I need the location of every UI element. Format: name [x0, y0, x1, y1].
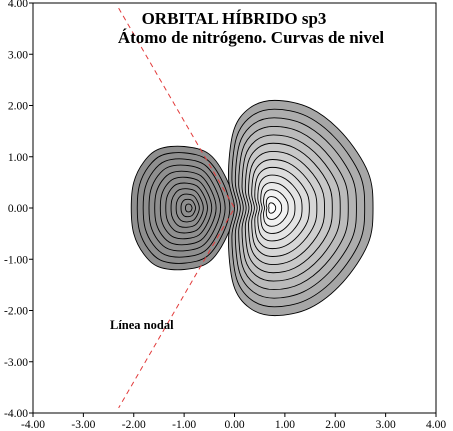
- x-tick-label: -3.00: [71, 419, 95, 431]
- contour-positive-level-14: [268, 202, 277, 214]
- x-tick-label: 2.00: [325, 419, 345, 431]
- lobe-positive: [227, 99, 374, 317]
- axes: -4.00 -3.00 -2.00 -1.00 0.00 1.00 2.00 3.00 4.00…: [4, 0, 446, 431]
- contour-lobes: [130, 99, 374, 317]
- y-tick-label: -3.00: [4, 357, 28, 369]
- x-tick-label: -2.00: [122, 419, 146, 431]
- x-tick-label: 0.00: [224, 419, 244, 431]
- chart-title-line-1: ORBITAL HÍBRIDO sp3: [142, 9, 327, 28]
- x-tick-label: -4.00: [21, 419, 45, 431]
- y-tick-label: 4.00: [8, 0, 28, 10]
- y-tick-label: 2.00: [8, 101, 28, 113]
- y-tick-label: 1.00: [8, 152, 28, 164]
- contour-negative-level-11: [185, 203, 193, 213]
- x-tick-label: 4.00: [426, 419, 446, 431]
- x-tick-label: 3.00: [376, 419, 396, 431]
- y-tick-label: -4.00: [4, 408, 28, 420]
- nodal-line-label: Línea nodal: [110, 318, 174, 332]
- x-tick-label: -1.00: [172, 419, 196, 431]
- y-tick-label: -2.00: [4, 306, 28, 318]
- y-tick-label: 0.00: [8, 203, 28, 215]
- y-tick-label: 3.00: [8, 49, 28, 61]
- chart-title-line-2: Átomo de nitrógeno. Curvas de nivel: [118, 28, 385, 47]
- lobe-negative: [130, 145, 235, 271]
- y-tick-label: -1.00: [4, 254, 28, 266]
- plot-area: [32, 2, 437, 414]
- x-tick-label: 1.00: [275, 419, 295, 431]
